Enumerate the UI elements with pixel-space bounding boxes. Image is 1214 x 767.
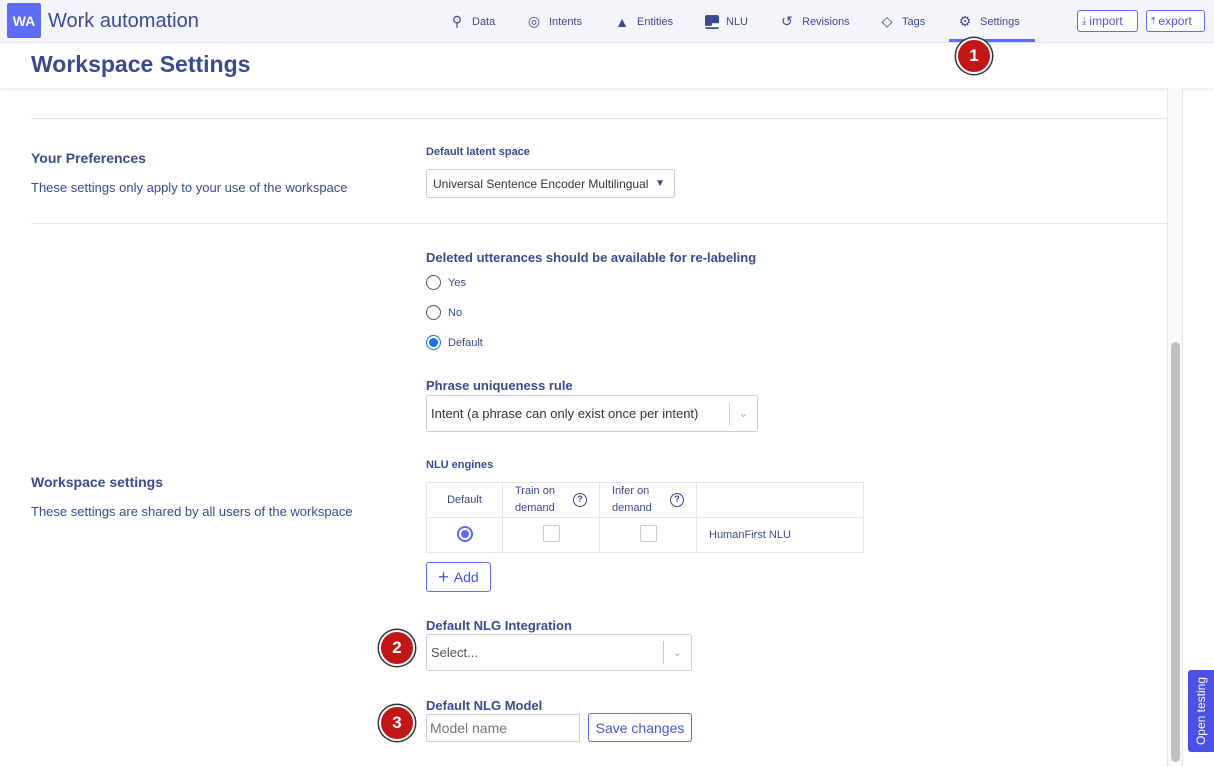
nav-intents[interactable]: ◎ Intents xyxy=(526,0,582,43)
open-testing-button[interactable]: Open testing xyxy=(1188,670,1214,752)
nlu-engines-table: Default Train on demand? Infer on demand… xyxy=(426,482,864,553)
save-changes-button[interactable]: Save changes xyxy=(588,713,692,742)
upload-icon: ⤒ xyxy=(1151,15,1156,27)
add-engine-button[interactable]: + Add xyxy=(426,562,491,592)
radio-label: Yes xyxy=(448,276,466,289)
gear-icon: ⚙ xyxy=(958,13,972,29)
download-icon: ⤓ xyxy=(1082,15,1087,27)
nav-label: Tags xyxy=(902,15,926,28)
caret-down-icon: ▼ xyxy=(655,178,665,189)
shapes-icon: ▲ xyxy=(615,13,629,30)
chevron-down-icon: ⌄ xyxy=(729,402,757,425)
add-label: Add xyxy=(453,569,479,585)
radio-label: Default xyxy=(448,336,483,349)
help-icon[interactable]: ? xyxy=(670,493,684,507)
latent-space-value: Universal Sentence Encoder Multilingual xyxy=(433,176,649,191)
nav-data[interactable]: ⚲ Data xyxy=(449,0,495,43)
engine-name: HumanFirst NLU xyxy=(696,517,864,553)
radio-label: No xyxy=(448,306,463,319)
header-train-label: Train on demand xyxy=(515,485,555,514)
nav-settings[interactable]: ⚙ Settings xyxy=(957,0,1020,43)
target-icon: ◎ xyxy=(527,13,541,29)
radio-circle[interactable] xyxy=(426,305,441,320)
radio-circle[interactable] xyxy=(426,335,441,350)
nlu-engines-label: NLU engines xyxy=(426,459,494,471)
nav-label: Entities xyxy=(637,15,674,28)
latent-space-label: Default latent space xyxy=(426,146,530,158)
bar-chart-icon: ▁▃ xyxy=(705,14,719,29)
nlg-integration-select[interactable]: Select... ⌄ xyxy=(426,634,692,671)
radio-yes[interactable]: Yes xyxy=(426,275,466,290)
nav-label: Revisions xyxy=(802,15,850,28)
scrollbar-thumb[interactable] xyxy=(1171,342,1180,762)
header-infer: Infer on demand? xyxy=(599,482,697,518)
import-button[interactable]: ⤓ import xyxy=(1077,10,1138,32)
app-title: Work automation xyxy=(48,10,199,32)
phrase-rule-label: Phrase uniqueness rule xyxy=(426,378,573,393)
history-icon: ↺ xyxy=(781,13,793,29)
default-radio[interactable] xyxy=(456,525,473,542)
header-default: Default xyxy=(426,482,503,518)
divider xyxy=(31,223,1167,224)
preferences-title: Your Preferences xyxy=(31,150,146,166)
active-tab-indicator xyxy=(949,39,1035,42)
latent-space-select[interactable]: Universal Sentence Encoder Multilingual ▼ xyxy=(426,169,675,198)
workspace-settings-description: These settings are shared by all users o… xyxy=(31,504,353,519)
tag-icon: ◇ xyxy=(881,13,893,29)
phrase-rule-select[interactable]: Intent (a phrase can only exist once per… xyxy=(426,395,758,432)
nlg-integration-label: Default NLG Integration xyxy=(426,618,572,633)
export-button[interactable]: ⤒ export xyxy=(1146,10,1205,32)
phrase-rule-value: Intent (a phrase can only exist once per… xyxy=(431,406,699,421)
open-testing-label: Open testing xyxy=(1194,676,1209,746)
preferences-description: These settings only apply to your use of… xyxy=(31,180,348,195)
chevron-down-icon: ⌄ xyxy=(663,641,691,664)
nav-label: Intents xyxy=(549,15,583,28)
infer-checkbox[interactable] xyxy=(639,525,657,542)
header-name xyxy=(696,482,864,518)
search-icon: ⚲ xyxy=(451,13,463,29)
page-title: Workspace Settings xyxy=(31,51,251,77)
cell-infer xyxy=(599,517,697,553)
nav-label: NLU xyxy=(726,15,749,28)
annotation-badge-1: 1 xyxy=(956,38,992,74)
workspace-logo: WA xyxy=(7,3,41,38)
nav-revisions[interactable]: ↺ Revisions xyxy=(779,0,850,43)
nav-label: Data xyxy=(472,15,496,28)
top-bar: WA Work automation ⚲ Data ◎ Intents ▲ Entit… xyxy=(0,0,1214,43)
train-checkbox[interactable] xyxy=(542,525,560,542)
cell-train xyxy=(502,517,600,553)
cell-default xyxy=(426,517,503,553)
nlg-model-label: Default NLG Model xyxy=(426,698,543,713)
divider xyxy=(31,118,1167,119)
table-header-row: Default Train on demand? Infer on demand… xyxy=(426,482,864,518)
nav-tags[interactable]: ◇ Tags xyxy=(879,0,926,43)
nlg-integration-placeholder: Select... xyxy=(431,645,478,660)
nav-entities[interactable]: ▲ Entities xyxy=(614,0,673,43)
radio-no[interactable]: No xyxy=(426,305,462,320)
header-train: Train on demand? xyxy=(502,482,600,518)
scrollbar[interactable] xyxy=(1167,88,1183,767)
workspace-settings-title: Workspace settings xyxy=(31,474,164,490)
annotation-badge-2: 2 xyxy=(379,630,415,666)
nav-nlu[interactable]: ▁▃ NLU xyxy=(705,0,748,43)
plus-icon: + xyxy=(438,566,449,587)
header-infer-label: Infer on demand xyxy=(612,485,652,514)
table-row: HumanFirst NLU xyxy=(426,517,864,553)
import-label: import xyxy=(1089,14,1123,28)
radio-circle[interactable] xyxy=(426,275,441,290)
radio-default[interactable]: Default xyxy=(426,335,483,350)
deleted-utterances-label: Deleted utterances should be available f… xyxy=(426,250,757,265)
help-icon[interactable]: ? xyxy=(573,493,587,507)
nav-label: Settings xyxy=(980,15,1020,28)
export-label: export xyxy=(1158,14,1192,28)
page-header xyxy=(0,43,1214,88)
annotation-badge-3: 3 xyxy=(379,705,415,741)
nlg-model-input[interactable] xyxy=(426,714,580,742)
